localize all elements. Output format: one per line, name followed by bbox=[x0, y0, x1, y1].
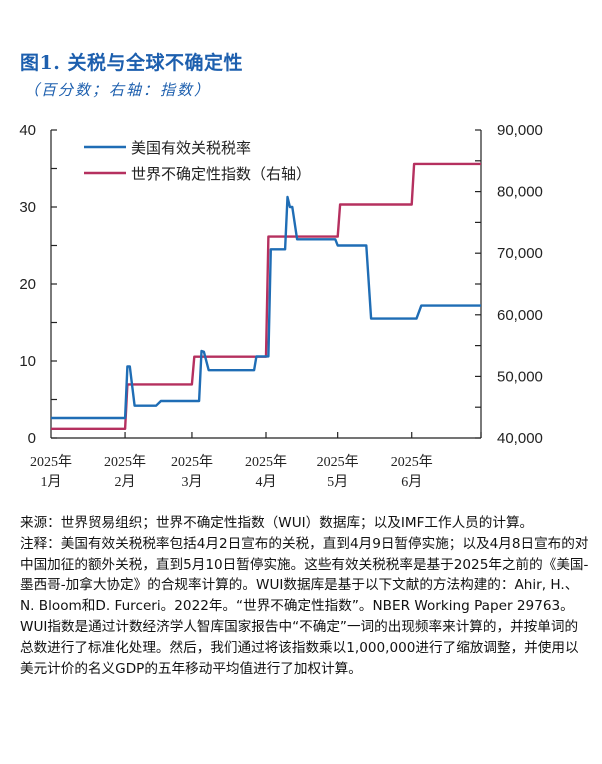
chart: 0 10 20 30 40 40,000 50,000 60,000 70,000 80,000… bbox=[19, 122, 543, 490]
x-axis-ticks: 2025年 1月 2025年 2月 2025年 3月 2025年 4月 2025年 5月 2025年… bbox=[30, 432, 482, 490]
source-note: 来源：世界贸易组织；世界不确定性指数（WUI）数据库；以及IMF工作人员的计算。 bbox=[20, 515, 534, 531]
legend: 美国有效关税税率 世界不确定性指数（右轴） bbox=[84, 139, 311, 183]
figure-subtitle: （百分数；右轴：指数） bbox=[24, 81, 212, 99]
series-wui-line bbox=[51, 162, 481, 430]
x-tick-label: 6月 bbox=[401, 474, 422, 490]
x-tick-label: 2025年 bbox=[245, 454, 287, 470]
x-tick-label: 2025年 bbox=[30, 454, 72, 470]
x-axis: 2025年 1月 2025年 2月 2025年 3月 2025年 4月 2025年 5月 2025年… bbox=[30, 432, 482, 490]
series-tariff-line bbox=[51, 195, 481, 420]
figure-title: 图1. 关税与全球不确定性 bbox=[20, 52, 243, 74]
right-tick-label: 40,000 bbox=[497, 430, 543, 447]
right-axis: 40,000 50,000 60,000 70,000 80,000 90,000 bbox=[475, 122, 543, 447]
left-tick-label: 30 bbox=[19, 199, 36, 216]
x-tick-label: 2月 bbox=[115, 474, 136, 490]
figure-notes: 来源：世界贸易组织；世界不确定性指数（WUI）数据库；以及IMF工作人员的计算。… bbox=[20, 513, 590, 679]
x-tick-label: 5月 bbox=[327, 474, 348, 490]
right-tick-label: 60,000 bbox=[497, 307, 543, 324]
left-tick-label: 0 bbox=[28, 430, 36, 447]
right-tick-label: 70,000 bbox=[497, 245, 543, 262]
right-axis-ticks: 40,000 50,000 60,000 70,000 80,000 90,000 bbox=[475, 122, 543, 447]
x-tick-label: 2025年 bbox=[171, 454, 213, 470]
right-tick-label: 80,000 bbox=[497, 184, 543, 201]
right-tick-label: 50,000 bbox=[497, 368, 543, 385]
left-tick-label: 20 bbox=[19, 276, 36, 293]
left-tick-label: 40 bbox=[19, 122, 36, 139]
x-tick-label: 3月 bbox=[181, 474, 202, 490]
legend-label-tariff: 美国有效关税税率 bbox=[131, 139, 251, 157]
x-tick-label: 4月 bbox=[256, 474, 277, 490]
legend-label-wui: 世界不确定性指数（右轴） bbox=[131, 165, 311, 183]
x-tick-label: 2025年 bbox=[104, 454, 146, 470]
left-axis: 0 10 20 30 40 bbox=[19, 122, 57, 447]
x-tick-label: 2025年 bbox=[317, 454, 359, 470]
right-tick-label: 90,000 bbox=[497, 122, 543, 139]
x-tick-label: 2025年 bbox=[391, 454, 433, 470]
explanatory-note: 注释：美国有效关税税率包括4月2日宣布的关税，直到4月9日暂停实施；以及4月8日… bbox=[20, 535, 589, 677]
x-tick-label: 1月 bbox=[41, 474, 62, 490]
left-axis-ticks: 0 10 20 30 40 bbox=[19, 122, 57, 447]
left-tick-label: 10 bbox=[19, 353, 36, 370]
